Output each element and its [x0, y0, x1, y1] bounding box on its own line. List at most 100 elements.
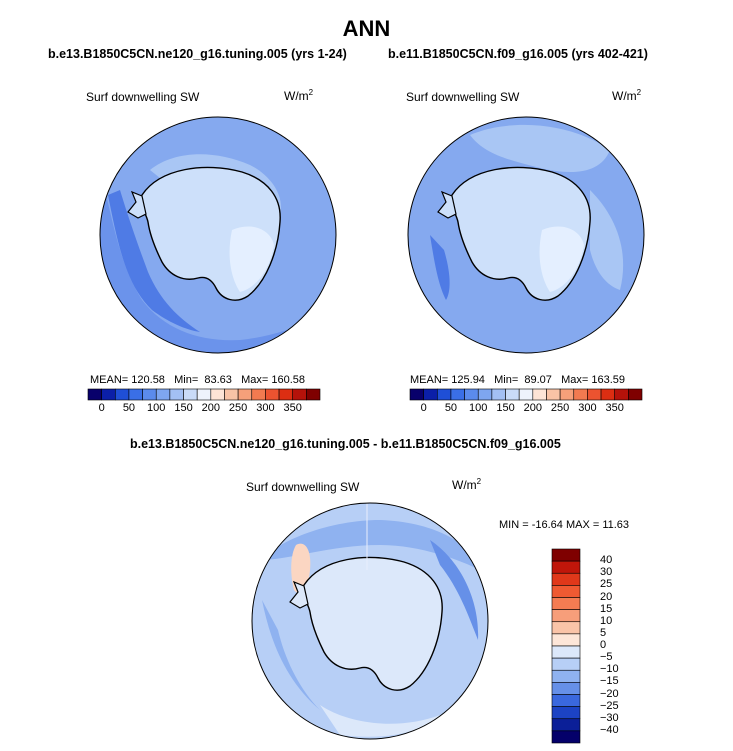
panel2-subtitle: b.e11.B1850C5CN.f09_g16.005 (yrs 402-421…: [388, 47, 648, 61]
colorbar-diff-swatch: [551, 621, 581, 635]
colorbar-diff-swatch: [551, 609, 581, 623]
colorbar-diff-tick-label: 30: [600, 566, 613, 579]
colorbar2-tick-label: 50: [444, 402, 458, 414]
colorbar-diff-tick-label: −15: [600, 675, 619, 688]
colorbar2-swatch: [546, 388, 561, 401]
colorbar1-swatch: [155, 388, 171, 401]
colorbar2-swatch: [409, 388, 424, 401]
colorbar1-swatch: [169, 388, 184, 401]
colorbar1-swatch: [306, 388, 321, 401]
colorbar2-swatch: [423, 388, 438, 401]
colorbar1-swatch: [183, 388, 198, 401]
colorbar2-swatch: [491, 388, 506, 401]
colorbar-diff-tick-label: 20: [600, 590, 613, 603]
panel2-units: W/m2: [612, 88, 642, 103]
map-panel-1: [99, 116, 337, 354]
colorbar1-swatch: [278, 388, 294, 401]
colorbar2-swatch: [477, 388, 493, 401]
colorbar-panel-1: [87, 388, 321, 401]
colorbar2-tick-label: 150: [496, 402, 515, 414]
colorbar2-swatch: [532, 388, 547, 401]
colorbar2-swatch: [587, 388, 602, 401]
diff-near-zero-south: [320, 705, 440, 737]
colorbar2-swatch: [505, 388, 520, 401]
colorbar2-swatch: [464, 388, 479, 401]
colorbar2-swatch: [450, 388, 465, 401]
colorbar-diff-swatch: [551, 682, 581, 695]
panel1-units: W/m2: [284, 88, 314, 103]
map1-ocean-low: [108, 190, 200, 332]
diff-units: W/m2: [452, 477, 482, 492]
colorbar-diff-swatch: [551, 597, 581, 610]
colorbar1-swatch: [265, 388, 280, 401]
diff-variable-label: Surf downwelling SW: [246, 480, 360, 494]
colorbar-diff-swatch: [551, 669, 581, 683]
colorbar-diff-tick-label: 10: [600, 614, 613, 627]
map2-ocean-low: [430, 235, 450, 300]
colorbar2-swatch: [628, 388, 643, 401]
colorbar1-swatch: [142, 388, 157, 401]
colorbar-diff-tick-label: −20: [600, 687, 619, 700]
colorbar2-swatch: [518, 388, 534, 401]
panel2-variable-label: Surf downwelling SW: [406, 90, 520, 104]
colorbar1-tick-label: 300: [256, 402, 275, 414]
figure-title: ANN: [342, 16, 391, 41]
colorbar1-tick-label: 250: [228, 402, 248, 414]
colorbar-diff-tick-label: −5: [600, 651, 613, 664]
map-panel-diff: [251, 502, 489, 740]
colorbar2-swatch: [436, 388, 452, 401]
diff-negative-west: [262, 600, 320, 710]
colorbar-diff-swatch: [551, 718, 581, 732]
colorbar-panel-2: [409, 388, 643, 401]
colorbar-diff-tick-label: −25: [600, 699, 619, 712]
colorbar-diff-tick-label: 40: [600, 554, 613, 567]
colorbar2-swatch: [573, 388, 588, 401]
colorbar2-tick-label: 0: [420, 402, 427, 414]
colorbar1-swatch: [128, 388, 143, 401]
diff-negative-east: [430, 540, 479, 640]
colorbar1-tick-label: 0: [98, 402, 105, 414]
colorbar-diff-swatch: [551, 645, 581, 659]
colorbar1-swatch: [87, 388, 102, 401]
map2-ice-ring-north: [470, 124, 610, 173]
diff-positive-patch: [291, 543, 311, 594]
colorbar2-swatch: [559, 388, 575, 401]
colorbar1-swatch: [114, 388, 130, 401]
colorbar1-tick-label: 200: [201, 402, 220, 414]
colorbar1-tick-label: 50: [122, 402, 136, 414]
colorbar2-swatch: [600, 388, 616, 401]
colorbar1-swatch: [224, 388, 239, 401]
colorbar2-tick-label: 300: [578, 402, 597, 414]
colorbar1-tick-label: 150: [174, 402, 193, 414]
colorbar-diff-swatch: [551, 548, 581, 562]
colorbar2-tick-label: 250: [550, 402, 570, 414]
colorbar1-swatch: [101, 388, 116, 401]
diff-peninsula: [289, 580, 309, 609]
colorbar-diff-tick-label: 15: [600, 602, 613, 615]
colorbar-diff-swatch: [551, 694, 581, 707]
panel1-stats: MEAN= 120.58 Min= 83.63 Max= 160.58: [90, 374, 306, 386]
colorbar-diff-swatch: [551, 572, 581, 586]
colorbar-diff-swatch: [551, 706, 581, 720]
map2-east-antarctica: [539, 226, 584, 292]
map1-border: [99, 116, 337, 354]
map-panel-2: [407, 116, 645, 354]
colorbar-diff-tick-label: −30: [600, 711, 619, 724]
map2-border: [407, 116, 645, 354]
colorbar-diff-swatch: [551, 730, 581, 744]
colorbar-diff-tick-label: −10: [600, 663, 619, 676]
colorbar1-swatch: [237, 388, 253, 401]
colorbar1-swatch: [196, 388, 212, 401]
colorbar-diff-swatch: [551, 633, 581, 647]
colorbar-diff-tick-label: −40: [600, 723, 619, 736]
colorbar1-swatch: [292, 388, 307, 401]
colorbar-diff-tick-label: 0: [600, 639, 607, 651]
colorbar-diff-tick-label: 5: [600, 626, 607, 639]
colorbar-diff-swatch: [551, 560, 581, 574]
colorbar2-tick-label: 200: [523, 402, 542, 414]
map2-ice-ring-east: [590, 190, 624, 290]
colorbar2-tick-label: 350: [605, 402, 624, 414]
colorbar1-swatch: [251, 388, 266, 401]
colorbar1-swatch: [210, 388, 225, 401]
